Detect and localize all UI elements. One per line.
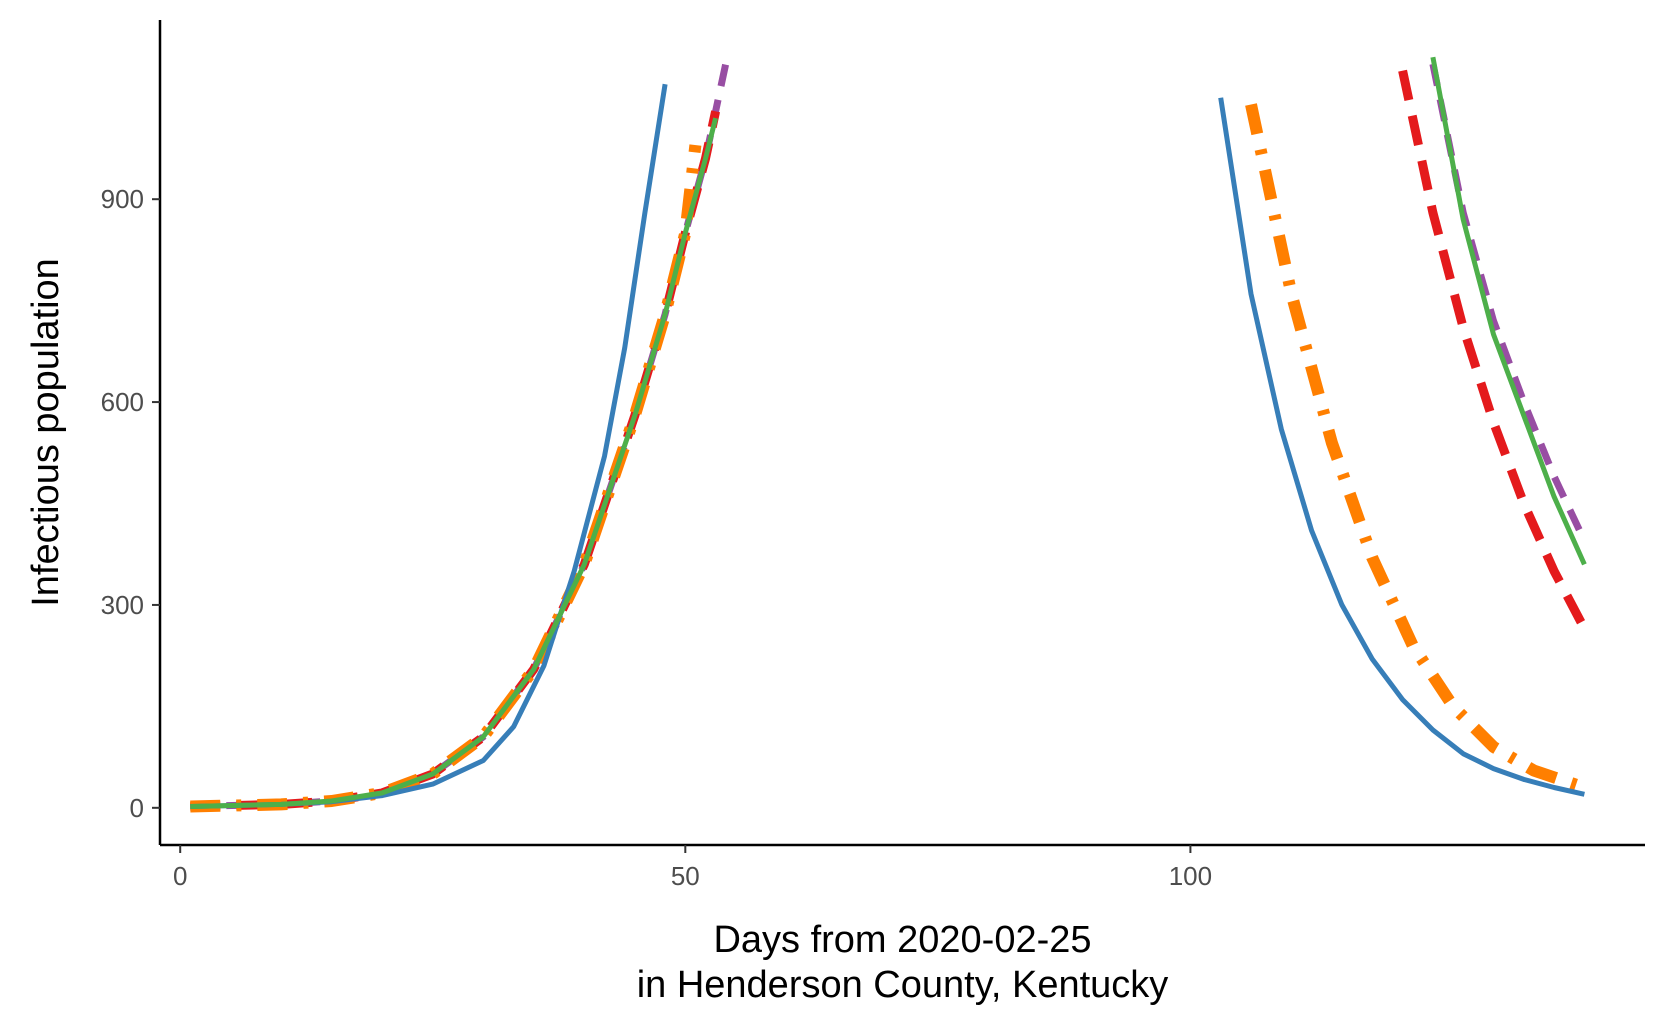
y-tick-label: 900 xyxy=(101,184,144,214)
series-4-segment-2 xyxy=(1218,97,1585,797)
y-tick-label: 0 xyxy=(130,793,144,823)
y-tick-label: 300 xyxy=(101,590,144,620)
x-axis-title-line1: Days from 2020-02-25 xyxy=(713,919,1091,961)
series-3-segment-1 xyxy=(190,144,702,813)
series-4-segment-1 xyxy=(190,83,668,809)
series-5-segment-2 xyxy=(1430,56,1587,566)
series-layer xyxy=(190,56,1589,813)
x-tick-label: 100 xyxy=(1169,861,1212,891)
series-2-segment-1 xyxy=(190,110,721,811)
x-tick-label: 0 xyxy=(173,861,187,891)
series-1-segment-1 xyxy=(190,63,730,810)
x-axis-title-line2: in Henderson County, Kentucky xyxy=(637,964,1169,1006)
x-axis-ticks: 0 50 100 xyxy=(173,845,1212,891)
y-tick-label: 600 xyxy=(101,387,144,417)
y-axis-ticks: 0 300 600 900 xyxy=(101,184,160,823)
series-5-segment-1 xyxy=(190,117,719,809)
y-axis-title: Infectious population xyxy=(25,258,67,607)
series-2-segment-2 xyxy=(1398,69,1589,631)
x-tick-label: 50 xyxy=(671,861,700,891)
